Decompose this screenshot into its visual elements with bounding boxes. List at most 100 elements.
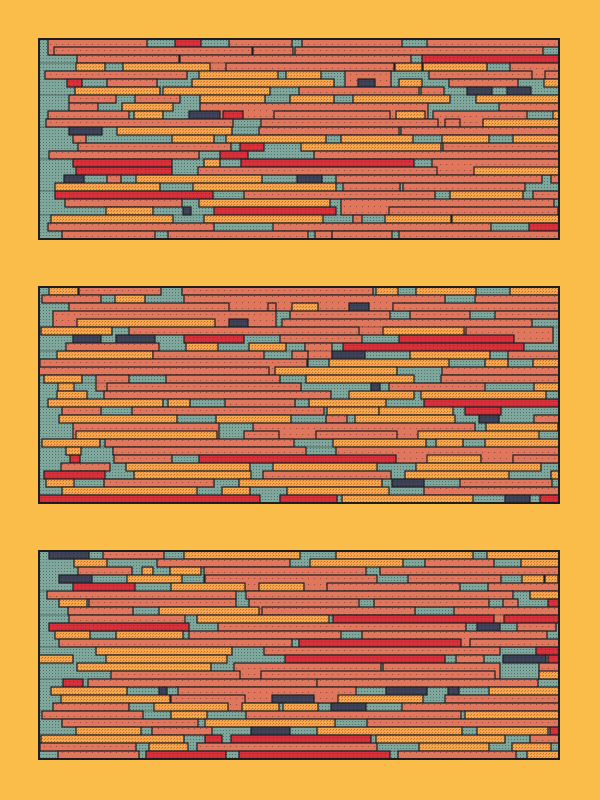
block-salmon [103,478,215,488]
block-salmon [252,46,294,56]
block-salmon [388,206,559,216]
block-orange [300,142,442,152]
block-orange [54,630,91,640]
block-salmon [47,222,215,232]
block-orange [238,478,383,488]
block-orange [58,414,178,424]
block-red [66,78,83,88]
block-salmon [41,710,144,720]
block-orange [169,566,202,576]
block-salmon [298,86,420,96]
block-red [48,622,190,632]
block-orange [543,78,560,88]
block-orange [76,318,216,328]
block-orange [47,398,164,408]
block-orange [114,294,146,304]
block-salmon [165,374,281,384]
block-salmon [61,718,199,728]
block-orange [418,742,490,752]
block-orange [340,134,414,144]
block-salmon [112,446,307,456]
block-red [62,678,84,688]
block-salmon [104,438,295,448]
block-orange [520,558,560,568]
block-salmon [267,302,277,312]
block-red [421,54,560,64]
block-salmon [423,486,560,496]
block-salmon [65,342,160,352]
block-orange [341,494,474,504]
block-navy [58,574,93,584]
block-orange [482,118,560,128]
block-salmon [60,462,111,472]
block-navy [476,622,501,632]
block-orange [41,438,101,448]
block-salmon [424,558,495,568]
block-orange [54,182,161,192]
block-navy [502,654,547,664]
block-salmon [373,598,490,608]
block-navy [331,350,366,360]
block-orange [192,182,337,192]
block-salmon [512,454,560,464]
block-orange [241,702,280,712]
block-salmon [544,70,560,80]
panel-middle [38,286,560,504]
block-red [204,734,223,744]
block-orange [484,358,509,368]
block-salmon [134,94,181,104]
block-red [398,334,515,344]
block-orange [50,214,174,224]
block-salmon [474,294,560,304]
block-red [464,406,502,416]
block-orange [75,726,142,736]
block-orange [65,446,82,456]
block-orange [282,702,319,712]
block-orange [105,206,154,216]
block-navy [466,86,493,96]
block-salmon [392,302,560,312]
block-orange [404,470,510,480]
block-salmon [263,646,501,656]
block-navy [72,334,102,344]
block-salmon [532,190,560,200]
panel-border [38,38,560,240]
block-salmon [441,366,560,376]
block-salmon [77,566,133,576]
block-orange [512,134,560,144]
block-salmon [409,310,471,320]
block-salmon [335,174,543,184]
block-orange [509,286,560,296]
block-red [198,454,397,464]
block-salmon [316,678,539,688]
block-salmon [444,118,461,128]
block-orange [378,406,454,416]
block-red [54,190,214,200]
block-orange [409,350,491,360]
block-orange [285,70,322,80]
block-salmon [68,102,99,112]
block-orange [133,470,252,480]
block-salmon [151,726,213,736]
block-orange [521,574,545,584]
block-red [239,142,265,152]
block-salmon [326,582,461,592]
block-orange [435,438,464,448]
block-red [240,158,415,168]
block-salmon [217,622,467,632]
block-salmon [400,126,560,136]
block-salmon [113,454,173,464]
block-orange [398,78,423,88]
block-orange [488,686,560,696]
block-orange [316,726,463,736]
block-orange [48,286,79,296]
block-orange [308,398,387,408]
block-salmon [156,558,291,568]
block-orange [74,86,161,96]
block-orange [121,102,174,112]
block-salmon [314,230,333,240]
block-salmon [41,294,102,304]
block-salmon [67,606,134,616]
block-salmon [197,166,438,176]
